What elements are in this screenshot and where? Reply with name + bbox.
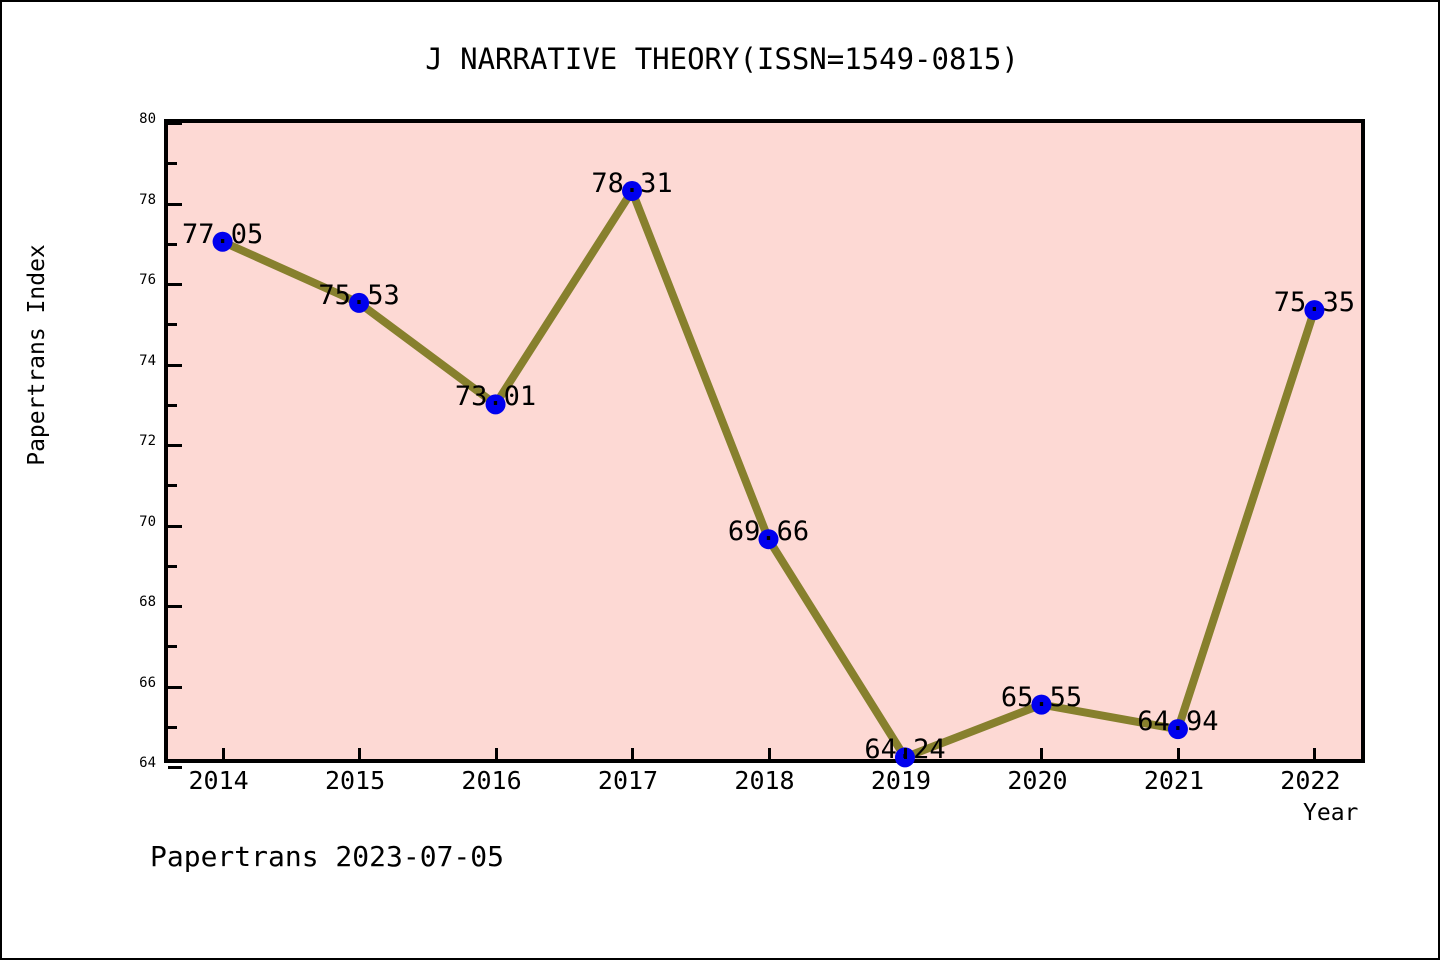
y-tick-major bbox=[168, 444, 182, 447]
y-axis-tick-labels: 64 66 68 70 72 74 76 78 80 bbox=[124, 111, 156, 771]
y-tick-label: 78 bbox=[139, 191, 156, 208]
y-tick-major bbox=[168, 766, 182, 769]
x-tick-major bbox=[631, 748, 635, 759]
data-point-marker[interactable] bbox=[485, 394, 506, 415]
x-axis-tick-labels: 2014 2015 2016 2017 2018 2019 2020 2021 2022 bbox=[164, 766, 1365, 800]
data-point-marker[interactable] bbox=[212, 231, 233, 252]
x-tick-major bbox=[358, 748, 362, 759]
x-tick-major bbox=[767, 748, 771, 759]
x-tick-major bbox=[221, 748, 225, 759]
plot-inner: 77.05 75.53 73.01 78.31 69.66 64.24 65.55 64.94… bbox=[168, 122, 1361, 769]
page-title: J NARRATIVE THEORY(ISSN=1549-0815) bbox=[425, 42, 1019, 76]
y-tick-minor bbox=[168, 323, 177, 327]
y-tick-label: 64 bbox=[139, 755, 156, 771]
y-tick-label: 72 bbox=[139, 433, 156, 449]
data-point-marker[interactable] bbox=[349, 292, 370, 313]
y-tick-minor bbox=[168, 242, 177, 246]
x-tick-label: 2016 bbox=[461, 766, 522, 795]
data-point-marker[interactable] bbox=[1031, 694, 1052, 715]
x-tick-major bbox=[903, 748, 907, 759]
x-tick-label: 2021 bbox=[1143, 766, 1205, 795]
x-tick-label: 2017 bbox=[597, 766, 659, 795]
y-tick-label: 68 bbox=[139, 594, 156, 610]
plot-area: 77.05 75.53 73.01 78.31 69.66 64.24 65.55 64.94… bbox=[164, 119, 1365, 769]
x-tick-label: 2020 bbox=[1007, 766, 1068, 795]
y-tick-label: 70 bbox=[139, 513, 156, 530]
x-tick-label: 2015 bbox=[324, 766, 386, 795]
series-line bbox=[220, 182, 1319, 763]
y-tick-minor bbox=[168, 162, 177, 166]
x-tick-label: 2014 bbox=[188, 766, 249, 795]
footer-note: Papertrans 2023-07-05 bbox=[150, 840, 505, 873]
y-tick-major bbox=[168, 685, 182, 689]
data-point-marker[interactable] bbox=[758, 529, 779, 550]
x-tick-major bbox=[1176, 748, 1180, 759]
y-tick-label: 80 bbox=[139, 111, 156, 127]
line-series bbox=[212, 181, 1325, 768]
x-tick-label: 2019 bbox=[870, 766, 932, 795]
y-axis-label: Papertrans Index bbox=[24, 244, 50, 466]
y-tick-major bbox=[168, 202, 182, 206]
y-tick-minor bbox=[168, 403, 177, 407]
y-tick-label: 66 bbox=[139, 674, 156, 691]
x-axis-label: Year bbox=[1303, 800, 1359, 826]
x-tick-major bbox=[1040, 748, 1044, 759]
data-point-marker[interactable] bbox=[1167, 719, 1188, 740]
data-point-marker[interactable] bbox=[1304, 300, 1325, 321]
x-tick-major bbox=[1313, 748, 1317, 759]
y-tick-major bbox=[168, 605, 182, 608]
x-tick-major bbox=[494, 748, 498, 759]
x-tick-label: 2022 bbox=[1280, 766, 1341, 795]
x-tick-label: 2018 bbox=[734, 766, 795, 795]
y-tick-major bbox=[168, 363, 182, 367]
y-tick-label: 74 bbox=[139, 352, 156, 369]
y-tick-major bbox=[168, 122, 182, 125]
y-tick-major bbox=[168, 524, 182, 528]
data-point-marker[interactable] bbox=[622, 181, 643, 202]
y-tick-minor bbox=[168, 484, 177, 488]
y-tick-major bbox=[168, 283, 182, 286]
y-tick-label: 76 bbox=[139, 272, 156, 288]
y-tick-minor bbox=[168, 645, 177, 649]
y-tick-minor bbox=[168, 564, 177, 568]
y-tick-minor bbox=[168, 725, 177, 729]
